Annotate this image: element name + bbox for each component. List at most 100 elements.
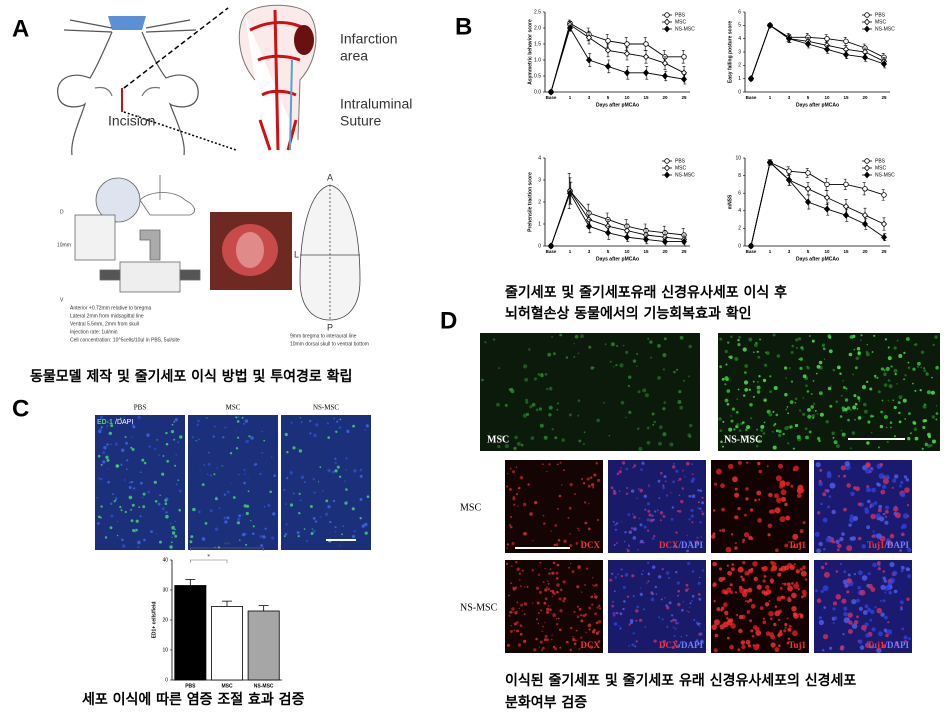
cell-signal [326, 422, 330, 425]
cell-signal [672, 618, 676, 622]
cell-signal [887, 399, 889, 402]
cell-signal [830, 385, 832, 387]
cell-signal [809, 335, 811, 337]
cell-signal [866, 343, 868, 346]
cell-signal [800, 613, 804, 617]
marker [605, 38, 611, 44]
cell-signal [747, 644, 752, 648]
cell-signal [901, 627, 905, 631]
cell-signal [927, 444, 931, 448]
cell-signal [680, 499, 684, 504]
cell-signal [762, 378, 767, 383]
cell-signal [214, 527, 219, 531]
cell-signal [688, 540, 692, 544]
cell-signal [241, 416, 244, 419]
panel-label: D [440, 307, 457, 334]
cell-signal [810, 393, 813, 395]
cell-signal [133, 487, 136, 490]
cell-signal [594, 583, 598, 587]
cell-signal [561, 484, 563, 486]
cell-signal [904, 487, 910, 493]
cell-signal [737, 343, 741, 347]
cell-signal [97, 522, 100, 525]
cell-signal [820, 502, 823, 506]
cell-signal [773, 386, 778, 390]
cell-signal [829, 482, 836, 489]
cell-signal [818, 541, 823, 547]
cell-signal [829, 404, 833, 408]
cell-signal [922, 404, 927, 409]
cell-signal [652, 565, 656, 569]
cell-signal [885, 509, 889, 514]
cell-signal [846, 483, 851, 488]
cell-signal [885, 633, 889, 638]
cell-signal [244, 419, 249, 423]
axis-letter: A [327, 172, 333, 182]
cell-signal [544, 372, 548, 376]
cell-signal [128, 495, 133, 500]
cell-signal [846, 578, 852, 584]
marker [842, 211, 850, 219]
cell-signal [515, 466, 518, 468]
cell-signal [616, 345, 619, 347]
cell-signal [697, 507, 699, 509]
bar [174, 585, 207, 681]
cell-signal [865, 350, 869, 354]
cell-signal [150, 530, 153, 533]
cell-signal [878, 473, 885, 480]
error-bar [185, 579, 196, 586]
cell-signal [580, 540, 583, 542]
cell-signal [99, 415, 104, 419]
cell-signal [315, 423, 319, 427]
cell-signal [628, 544, 630, 547]
cell-signal [832, 601, 838, 606]
cell-signal [836, 548, 840, 552]
cell-signal [768, 492, 773, 498]
cell-signal [625, 467, 629, 471]
cell-signal [668, 577, 670, 579]
cell-signal [883, 579, 887, 583]
cell-signal [932, 439, 936, 444]
cell-signal [699, 489, 703, 493]
cell-signal [644, 626, 646, 628]
cell-signal [519, 632, 523, 636]
image-header: PBS [134, 404, 147, 412]
marker [861, 211, 869, 219]
cell-signal [856, 347, 861, 351]
marker [824, 35, 830, 42]
cell-signal [738, 628, 743, 634]
cell-signal [814, 410, 817, 412]
cell-signal [736, 614, 739, 616]
marker [881, 192, 887, 198]
cell-signal [849, 536, 854, 541]
cell-signal [870, 431, 873, 434]
cell-signal [197, 419, 200, 423]
cell-signal [533, 648, 537, 652]
cell-signal [230, 482, 232, 485]
cell-signal [858, 606, 863, 611]
cell-signal [756, 380, 759, 383]
cell-signal [900, 569, 904, 573]
cell-signal [677, 589, 680, 593]
cell-signal [627, 384, 631, 388]
cell-signal [509, 468, 512, 470]
cell-signal [492, 338, 496, 341]
cell-signal [97, 454, 101, 458]
cell-signal [860, 339, 862, 342]
cell-signal [874, 376, 877, 379]
cell-signal [577, 352, 580, 354]
cell-signal [528, 348, 531, 351]
cell-signal [662, 432, 667, 437]
cell-signal [541, 646, 545, 650]
x-tick-label: 10 [824, 95, 830, 100]
cell-signal [752, 380, 755, 383]
caption: 이식된 줄기세포 및 줄기세포 유래 신경유사세포의 신경세포 [505, 672, 856, 689]
cell-signal [558, 628, 562, 632]
tile-stain: DCX [581, 540, 601, 550]
cell-signal [556, 591, 559, 594]
cell-signal [501, 435, 504, 438]
cell-signal [883, 369, 886, 372]
cell-signal [585, 631, 587, 634]
cell-signal [900, 607, 903, 611]
cell-signal [756, 350, 759, 353]
